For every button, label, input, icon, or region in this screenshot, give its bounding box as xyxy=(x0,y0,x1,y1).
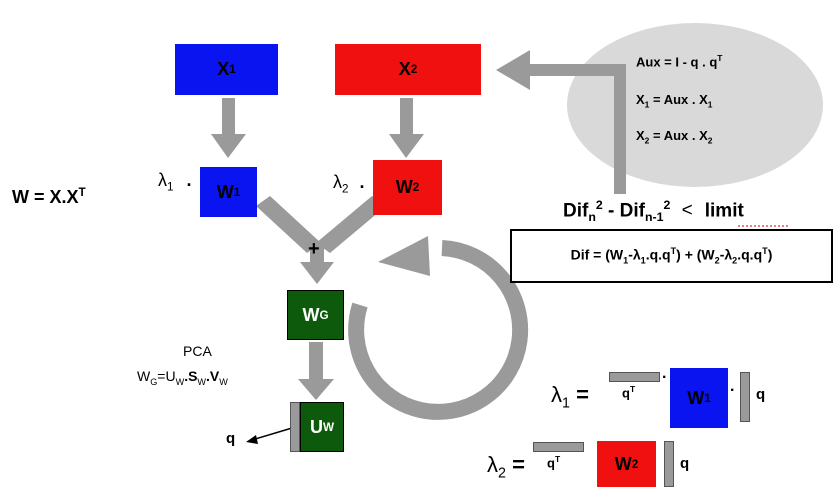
lambda1-eq-label: λ1 = xyxy=(551,382,589,412)
arrow-x1-w1 xyxy=(211,98,246,158)
lambda1-dot-2: . xyxy=(730,378,735,395)
lambda2-q-label: q xyxy=(680,455,690,472)
lambda2-qt-bar xyxy=(533,442,584,452)
iteration-circle-arrow xyxy=(348,236,529,420)
uw-q-bar xyxy=(290,402,300,452)
lambda1-q-bar xyxy=(740,372,750,422)
aux-ellipse xyxy=(567,23,823,187)
lambda2-q-bar xyxy=(664,441,674,487)
merge-arrows xyxy=(256,196,386,284)
lambda1-qt-label: qT xyxy=(622,384,636,401)
pca-formula: WG=UW.SW.VW xyxy=(137,368,228,387)
lambda1-qt-bar xyxy=(609,372,660,382)
lambda1-dot-1: . xyxy=(662,365,667,382)
arrow-wg-uw xyxy=(298,342,334,400)
pca-label: PCA xyxy=(183,343,212,359)
lambda2-qt-label: qT xyxy=(547,454,561,471)
q-output-label: q xyxy=(226,430,236,447)
dif-formula-box: Dif = (W1-λ1.q.qT) + (W2-λ2.q.qT) xyxy=(510,229,833,283)
plus-sign: + xyxy=(308,238,320,260)
convergence-condition: Difn2 - Difn-12 < limit xyxy=(563,198,744,225)
arrow-q xyxy=(246,427,293,444)
aux-line-3: X2 = Aux . X2 xyxy=(636,128,713,146)
w-definition: W = X.XT xyxy=(12,186,86,207)
lambda2-eq-label: λ2 = xyxy=(487,452,525,482)
aux-line-2: X1 = Aux . X1 xyxy=(636,92,713,110)
lambda1-q-label: q xyxy=(756,386,766,403)
lambda1-label: λ1 . xyxy=(158,170,192,194)
aux-line-1: Aux = I - q . qT xyxy=(636,53,723,70)
arrow-feedback xyxy=(496,50,626,194)
lambda2-label: λ2 . xyxy=(333,172,365,196)
arrow-x2-w2 xyxy=(389,98,424,158)
dif-formula: Dif = (W1-λ1.q.qT) + (W2-λ2.q.qT) xyxy=(570,246,773,266)
